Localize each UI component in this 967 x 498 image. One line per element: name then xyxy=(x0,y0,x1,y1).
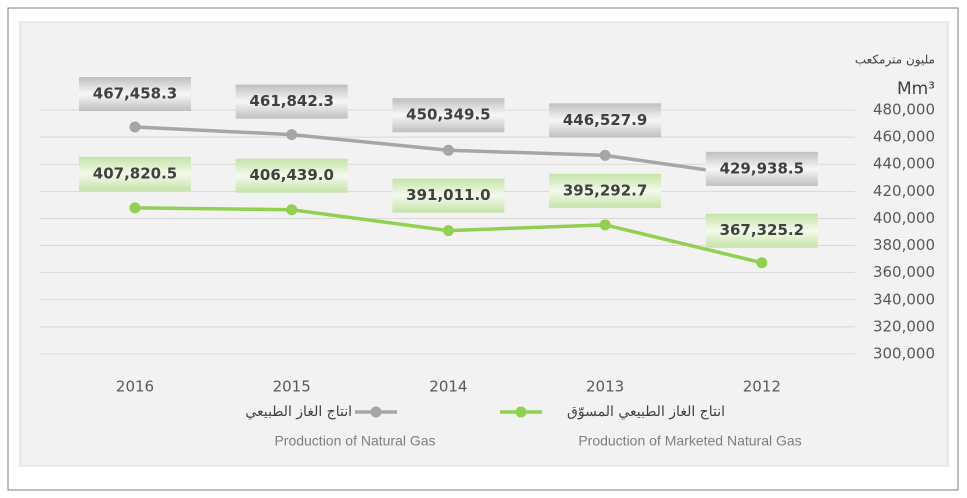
data-label-box xyxy=(235,84,348,119)
legend-label-en: Production of Natural Gas xyxy=(274,433,435,449)
legend-marker xyxy=(515,406,527,418)
data-point xyxy=(286,129,298,141)
data-label-box xyxy=(549,173,662,208)
data-label: 391,011.0 xyxy=(406,186,490,204)
data-label: 395,292.7 xyxy=(563,181,647,199)
data-label: 367,325.2 xyxy=(720,221,804,239)
data-label-box xyxy=(705,213,818,248)
y-tick-label: 400,000 xyxy=(873,209,935,227)
data-label-box xyxy=(705,151,818,186)
data-label-box xyxy=(549,103,662,138)
data-point xyxy=(442,225,454,237)
x-tick-label: 2012 xyxy=(743,378,781,396)
y-axis-label: Mm³ xyxy=(897,79,935,99)
legend-label: انتاج الغاز الطبيعي xyxy=(245,404,352,420)
data-label: 446,527.9 xyxy=(563,111,647,129)
data-label-box xyxy=(392,178,505,213)
data-label: 429,938.5 xyxy=(720,159,804,177)
data-point xyxy=(599,149,611,161)
data-point xyxy=(442,144,454,156)
plot: 300,000 320,000 340,000 360,000 380,000 400,0… xyxy=(40,77,935,449)
data-point xyxy=(286,204,298,216)
data-label-box xyxy=(79,77,191,112)
data-point xyxy=(756,257,768,269)
data-label-box xyxy=(235,158,348,193)
x-tick-label: 2015 xyxy=(273,378,311,396)
x-tick-label: 2016 xyxy=(116,378,154,396)
y-tick-label: 300,000 xyxy=(873,345,935,363)
y-tick-label: 440,000 xyxy=(873,155,935,173)
x-tick-label: 2013 xyxy=(586,378,624,396)
data-label-box xyxy=(392,98,505,133)
data-label: 450,349.5 xyxy=(406,106,490,124)
data-point xyxy=(129,121,141,133)
data-label: 407,820.5 xyxy=(93,164,177,182)
y-tick-label: 380,000 xyxy=(873,236,935,254)
unit-label-ar: مليون مترمكعب xyxy=(855,53,935,68)
legend-label-en: Production of Marketed Natural Gas xyxy=(578,433,801,449)
data-label: 406,439.0 xyxy=(249,166,333,184)
legend-label: انتاج الغاز الطبيعي المسوّق xyxy=(567,404,725,420)
x-tick-label: 2014 xyxy=(429,378,467,396)
y-tick-label: 340,000 xyxy=(873,290,935,308)
data-point xyxy=(129,202,141,214)
data-label: 461,842.3 xyxy=(249,92,333,110)
y-tick-label: 320,000 xyxy=(873,317,935,335)
data-point xyxy=(599,219,611,231)
data-label-box xyxy=(79,156,191,191)
y-tick-label: 420,000 xyxy=(873,182,935,200)
y-tick-label: 360,000 xyxy=(873,263,935,281)
y-tick-label: 480,000 xyxy=(873,101,935,119)
y-tick-label: 460,000 xyxy=(873,128,935,146)
data-label: 467,458.3 xyxy=(93,85,177,103)
legend-marker xyxy=(370,406,382,418)
